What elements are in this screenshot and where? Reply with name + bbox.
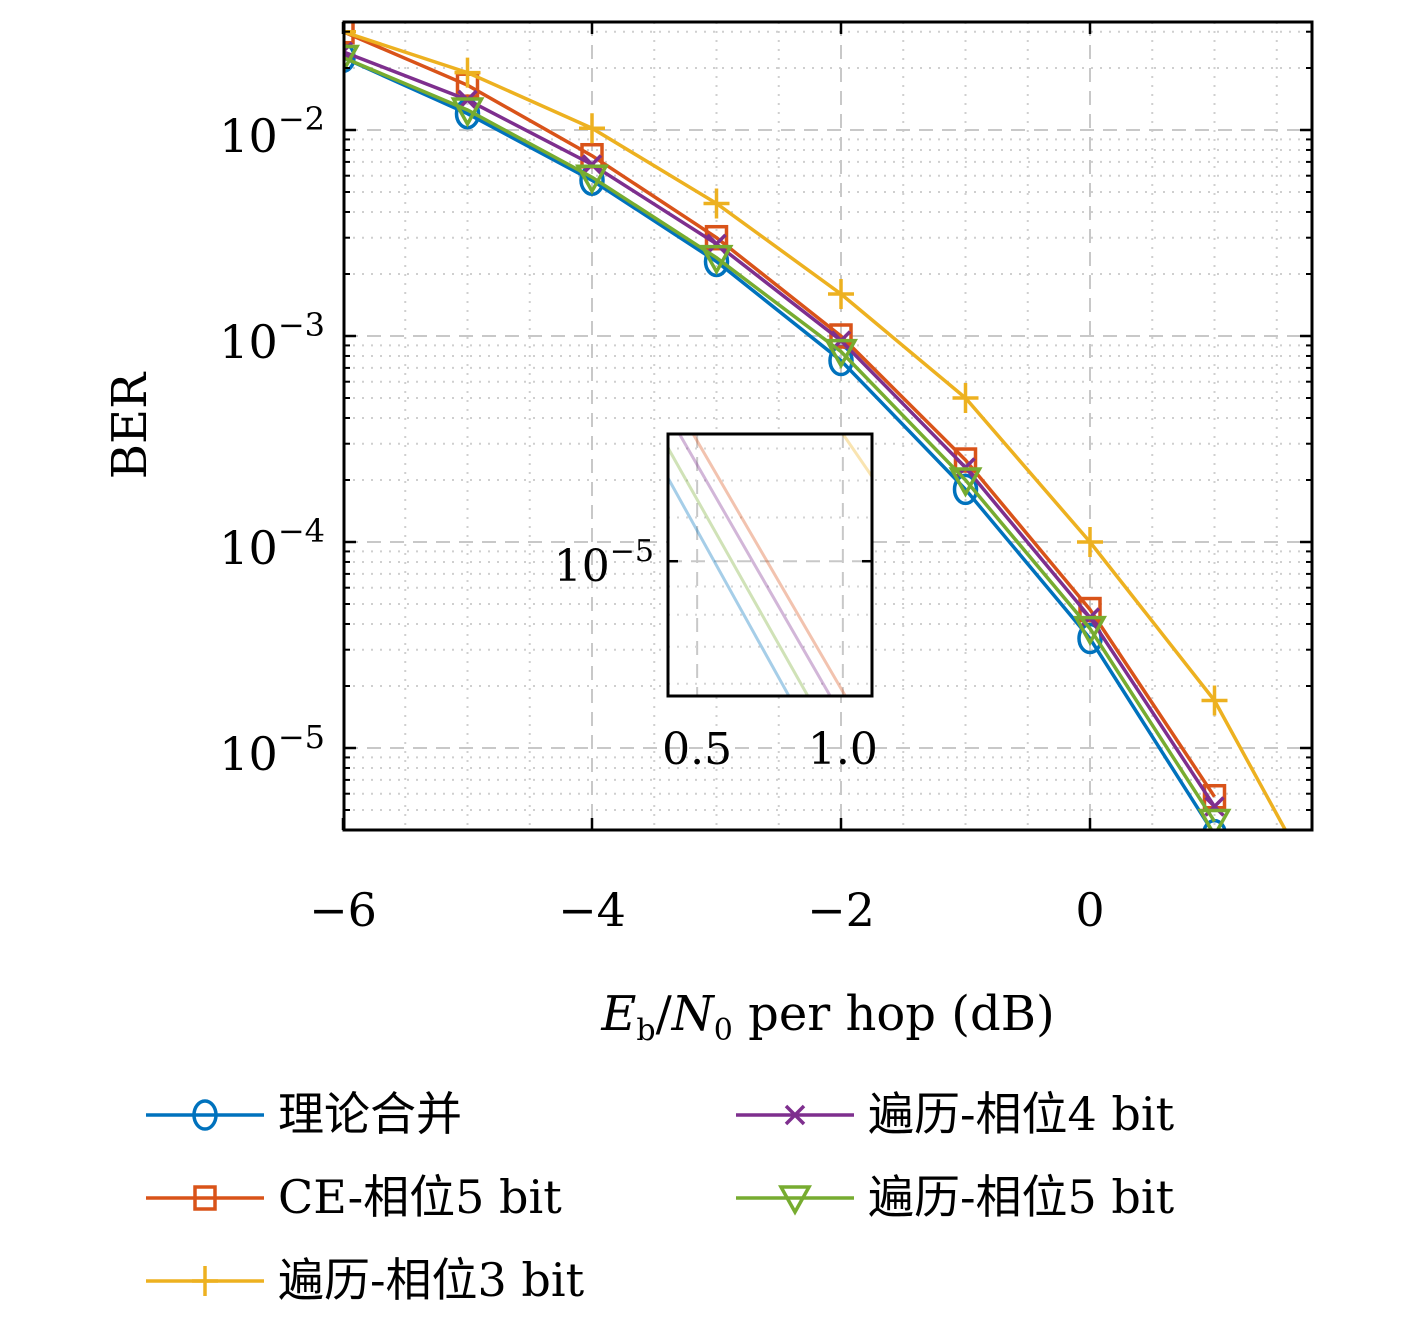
series-line <box>344 50 1216 808</box>
inset-series-line <box>677 434 832 696</box>
data-point-plus <box>703 188 730 219</box>
inset-background <box>668 434 872 696</box>
legend-item: CE-相位5 bit <box>146 1170 562 1224</box>
data-point-plus <box>828 278 854 309</box>
data-point-x <box>706 233 727 255</box>
legend-marker-circle <box>192 1099 218 1131</box>
legend: 理论合并 CE-相位5 bit 遍历-相位3 bit 遍历-相位4 bit 遍历-相位5… <box>146 1087 1175 1307</box>
legend-label: 理论合并 <box>278 1087 462 1141</box>
axis-ticks <box>341 22 1312 830</box>
series-line <box>344 56 1214 830</box>
legend-label: CE-相位5 bit <box>278 1170 562 1224</box>
y-axis-label: BER <box>102 371 158 479</box>
data-point-square <box>953 447 978 473</box>
series-layer <box>344 22 1288 830</box>
x-label-e-sub: b <box>636 1013 655 1048</box>
inset-series-line <box>668 447 810 696</box>
x-tick-label: −4 <box>558 883 626 937</box>
data-point-plus <box>344 22 356 47</box>
grid <box>344 22 1312 830</box>
inset-x-tick-label: 1.0 <box>808 724 878 775</box>
legend-label: 遍历-相位4 bit <box>868 1087 1175 1141</box>
data-point-triangle-down <box>948 467 983 498</box>
inset-grid <box>668 434 872 696</box>
data-point-circle <box>1077 622 1103 655</box>
inset-tick-labels: 0.5 1.0 10−5 <box>554 534 878 775</box>
legend-item: 遍历-相位4 bit <box>736 1087 1175 1141</box>
series-1 <box>344 41 1227 830</box>
x-tick-labels: −6 −4 −2 0 <box>309 883 1105 937</box>
inset-frame <box>666 432 874 698</box>
series-3 <box>344 22 1288 830</box>
y-tick-label: 10−4 <box>219 512 325 575</box>
x-tick-label: −6 <box>309 883 377 937</box>
inset-lines <box>668 434 872 696</box>
plot-frame <box>342 20 1314 832</box>
legend-marker-square <box>193 1185 217 1211</box>
inset-series-line <box>691 434 848 696</box>
legend-item: 理论合并 <box>146 1087 462 1141</box>
data-point-circle <box>952 473 979 506</box>
legend-marker-triangle-down <box>778 1185 812 1216</box>
series-line <box>344 30 1216 798</box>
x-axis-label: Eb/N0 per hop (dB) <box>600 986 1054 1048</box>
data-point-triangle-down <box>1197 808 1232 830</box>
inset-y-tick-label: 10−5 <box>554 534 654 592</box>
inset-series-line <box>668 477 791 696</box>
y-tick-labels: 10−2 10−3 10−4 10−5 <box>219 100 325 781</box>
x-label-rest: per hop (dB) <box>733 986 1055 1042</box>
inset-zoom: 0.5 1.0 10−5 <box>554 432 878 775</box>
legend-marker-plus <box>192 1266 218 1296</box>
y-tick-label: 10−3 <box>219 306 325 369</box>
y-tick-label: 10−5 <box>219 718 325 781</box>
data-point-plus <box>1077 527 1103 557</box>
legend-label: 遍历-相位3 bit <box>278 1253 585 1307</box>
data-point-triangle-down <box>699 244 734 276</box>
x-label-slash: / <box>656 986 673 1042</box>
data-point-triangle-down <box>1073 615 1107 647</box>
x-tick-label: −2 <box>807 883 875 937</box>
inset-x-tick-label: 0.5 <box>662 724 732 775</box>
x-label-e: E <box>600 986 636 1042</box>
x-label-n-sub: 0 <box>714 1013 733 1048</box>
x-label-n: N <box>671 986 716 1042</box>
data-point-triangle-down <box>450 97 485 128</box>
legend-item: 遍历-相位3 bit <box>146 1253 585 1307</box>
inset-series-line <box>841 434 872 478</box>
data-point-plus <box>454 57 481 88</box>
series-line <box>344 56 1216 823</box>
y-tick-label: 10−2 <box>219 100 325 163</box>
data-point-square <box>829 323 853 349</box>
series-5 <box>344 44 1232 830</box>
data-point-plus <box>952 383 979 414</box>
legend-item: 遍历-相位5 bit <box>736 1170 1175 1224</box>
data-point-plus <box>1201 685 1228 716</box>
data-point-triangle-down <box>575 164 609 195</box>
data-point-triangle-down <box>824 338 858 370</box>
data-point-plus <box>579 113 605 144</box>
legend-marker-x <box>784 1104 806 1126</box>
data-point-triangle-down <box>344 44 360 74</box>
legend-label: 遍历-相位5 bit <box>868 1170 1175 1224</box>
x-tick-label: 0 <box>1075 883 1104 937</box>
